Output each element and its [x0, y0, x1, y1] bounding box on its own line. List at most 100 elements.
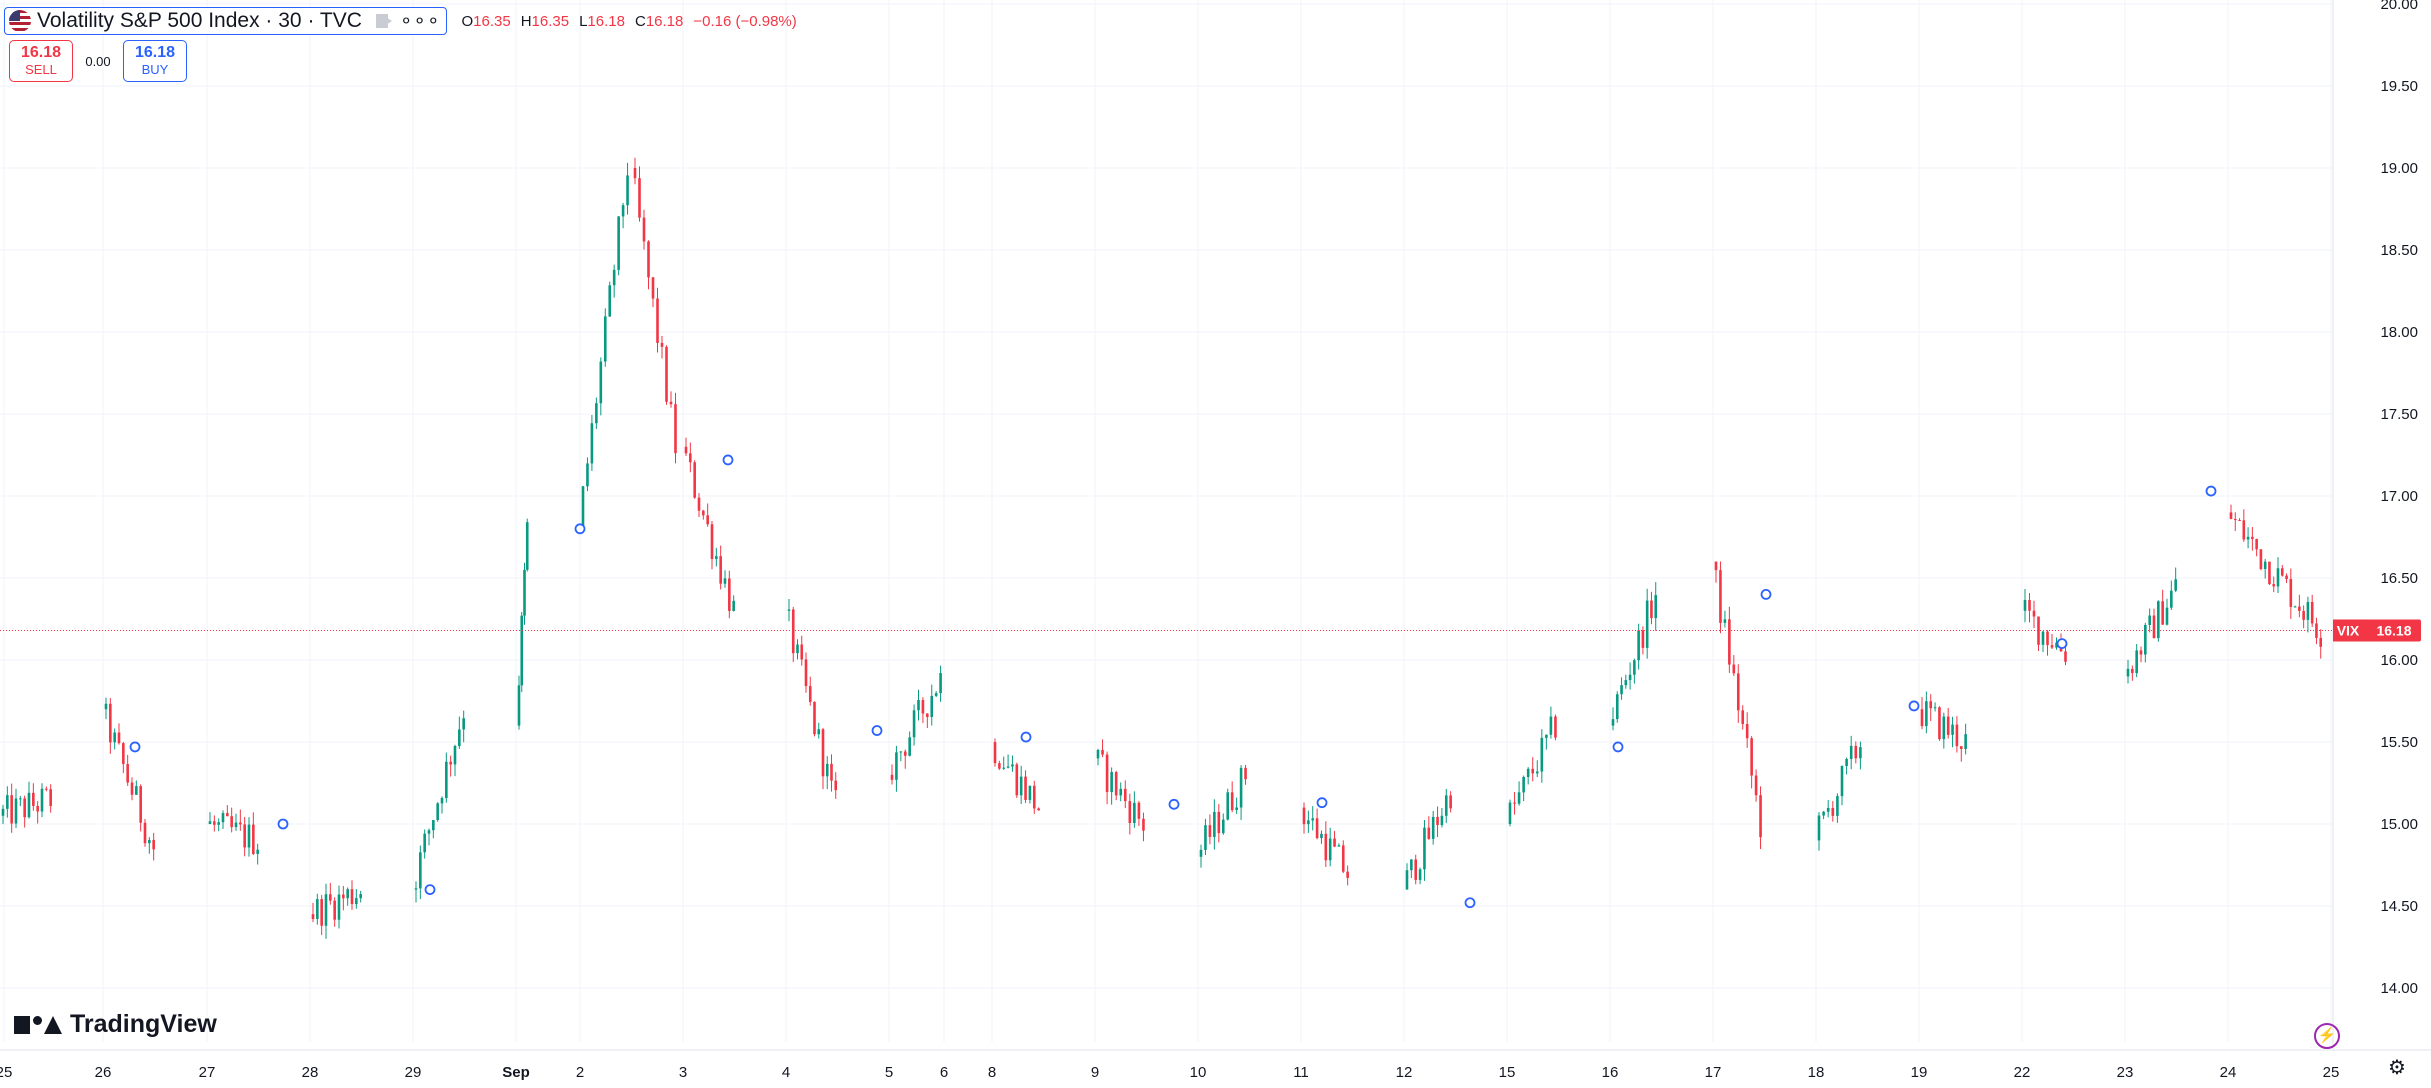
- y-tick-label: 17.00: [2380, 488, 2418, 505]
- candle-body: [723, 578, 727, 584]
- candle-body: [1302, 807, 1306, 825]
- candle-body: [2289, 579, 2293, 607]
- candle-body: [517, 685, 521, 726]
- buy-button[interactable]: 16.18 BUY: [123, 40, 187, 82]
- sell-button[interactable]: 16.18 SELL: [9, 40, 73, 82]
- candle-body: [2032, 610, 2036, 617]
- candle-body: [2246, 536, 2250, 540]
- chart-legend: Volatility S&P 500 Index · 30 · TVC ∘∘∘ …: [4, 6, 797, 36]
- x-tick-label: 24: [2220, 1064, 2237, 1081]
- x-tick-label: 27: [199, 1064, 216, 1081]
- candle-body: [2306, 601, 2310, 620]
- candle-body: [1204, 825, 1207, 850]
- close-value: 16.18: [645, 12, 684, 30]
- candle-body: [665, 346, 668, 402]
- candle-body: [1849, 745, 1853, 759]
- candle-body: [1754, 775, 1758, 796]
- tradingview-logo[interactable]: TradingView: [14, 1010, 217, 1039]
- event-marker-icon: [574, 523, 586, 535]
- close-key: C: [634, 12, 646, 30]
- candle-body: [930, 695, 934, 717]
- candle-body: [1431, 816, 1435, 839]
- high-key: H: [520, 12, 532, 30]
- candle-body: [342, 894, 345, 899]
- candle-body: [2064, 651, 2067, 662]
- trade-panel: 16.18 SELL 0.00 16.18 BUY: [9, 40, 187, 82]
- candle-body: [152, 839, 155, 850]
- candle-body: [617, 216, 620, 270]
- candle-body: [520, 615, 524, 686]
- event-marker-icon: [1612, 741, 1624, 753]
- y-tick-label: 19.50: [2380, 78, 2418, 95]
- candle-body: [104, 703, 108, 710]
- y-tick-label: 18.50: [2380, 242, 2418, 259]
- current-price-value: 16.18: [2376, 622, 2411, 638]
- candle-body: [324, 894, 328, 926]
- candle-body: [1545, 734, 1548, 738]
- candle-body: [32, 792, 35, 806]
- candle-body: [117, 732, 121, 744]
- candle-body: [414, 888, 418, 890]
- event-marker-icon: [722, 454, 734, 466]
- candle-body: [2144, 624, 2147, 655]
- candle-body: [651, 277, 655, 299]
- x-tick-label: 16: [1602, 1064, 1619, 1081]
- candle-body: [728, 578, 731, 611]
- candle-body: [1836, 796, 1839, 816]
- candle-body: [1320, 833, 1323, 839]
- candle-body: [2259, 549, 2263, 569]
- candle-body: [346, 889, 349, 899]
- candle-body: [23, 798, 26, 818]
- candle-body: [311, 914, 315, 920]
- candle-body: [1822, 811, 1825, 816]
- y-tick-label: 15.50: [2380, 734, 2418, 751]
- candle-body: [895, 752, 898, 780]
- candle-body: [830, 763, 833, 781]
- candle-body: [1714, 561, 1718, 571]
- candle-body: [674, 404, 677, 454]
- candle-body: [1337, 845, 1341, 847]
- settings-gear-icon[interactable]: ⚙: [2388, 1057, 2406, 1079]
- candle-body: [1959, 746, 1963, 749]
- x-tick-label: 25: [2323, 1064, 2340, 1081]
- candle-body: [1611, 719, 1615, 726]
- candle-body: [1650, 600, 1653, 619]
- candle-body: [599, 361, 603, 404]
- candle-body: [921, 700, 925, 714]
- candle-body: [1840, 766, 1844, 797]
- candle-body: [1333, 838, 1336, 847]
- candle-body: [1549, 716, 1553, 735]
- candle-body: [1114, 772, 1118, 796]
- candle-body: [1955, 724, 1959, 747]
- candle-body: [1311, 818, 1315, 821]
- us-flag-icon: [9, 10, 31, 32]
- candle-body: [693, 462, 696, 498]
- x-tick-label: Sep: [502, 1064, 530, 1081]
- candle-body: [462, 718, 465, 730]
- x-tick-label: 29: [405, 1064, 422, 1081]
- symbol-selector[interactable]: Volatility S&P 500 Index · 30 · TVC ∘∘∘: [4, 7, 448, 35]
- event-marker-icon: [1464, 897, 1476, 909]
- x-tick-label: 2: [576, 1064, 584, 1081]
- more-options-icon[interactable]: ∘∘∘: [399, 10, 441, 32]
- x-tick-label: 23: [2117, 1064, 2134, 1081]
- x-tick-label: 25: [0, 1064, 12, 1081]
- x-tick-label: 12: [1396, 1064, 1413, 1081]
- candle-body: [1938, 707, 1941, 740]
- event-marker-icon: [424, 884, 436, 895]
- candle-body: [1235, 807, 1238, 811]
- candle-body: [638, 178, 641, 218]
- lightning-icon[interactable]: ⚡: [2314, 1023, 2340, 1049]
- candle-body: [440, 798, 444, 804]
- candle-body: [36, 805, 39, 812]
- candle-body: [633, 168, 637, 179]
- candle-body: [2280, 568, 2284, 576]
- y-tick-label: 15.00: [2380, 816, 2418, 833]
- flag-symbol-icon[interactable]: [375, 14, 392, 28]
- candle-body: [647, 241, 650, 278]
- candle-body: [1535, 771, 1539, 774]
- event-marker-icon: [1020, 731, 1032, 743]
- candle-body: [1831, 807, 1835, 816]
- candle-body: [1307, 820, 1310, 825]
